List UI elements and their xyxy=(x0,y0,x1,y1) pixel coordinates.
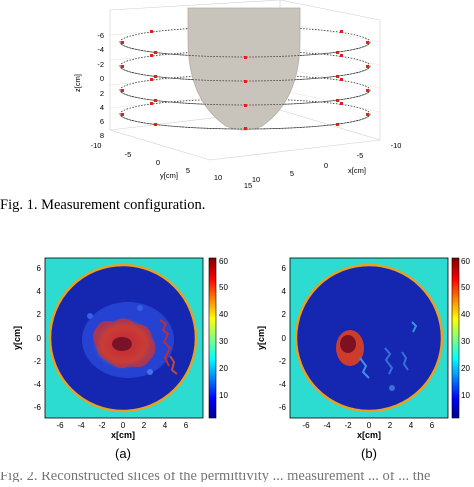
panel-b-x-ticks: -6 -4 -2 0 2 4 6 xyxy=(302,421,434,430)
svg-text:-4: -4 xyxy=(279,380,287,389)
svg-text:-4: -4 xyxy=(77,421,85,430)
z-tick: 0 xyxy=(100,74,104,83)
svg-text:-10: -10 xyxy=(91,141,102,150)
panel-b-x-label: x[cm] xyxy=(357,430,381,440)
panel-a-colorbar xyxy=(208,257,217,419)
svg-text:6: 6 xyxy=(282,264,287,273)
x-axis-label: x[cm] xyxy=(348,166,366,175)
svg-text:2: 2 xyxy=(142,421,147,430)
figure-1: -6 -4 -2 0 2 4 6 8 z[cm] -10 -5 0 5 10 1… xyxy=(0,0,474,200)
figure-2-caption-clip: Fig. 2. Reconstructed slices of the perm… xyxy=(0,472,474,482)
panel-b-colorbar-ticks: 60 50 40 30 20 10 xyxy=(461,257,470,400)
panel-a-speckle xyxy=(82,302,178,378)
svg-text:-2: -2 xyxy=(98,421,106,430)
svg-text:-6: -6 xyxy=(279,403,287,412)
x-axis-ticks: 10 5 0 -5 -10 xyxy=(252,141,402,184)
svg-text:0: 0 xyxy=(324,161,328,170)
figure-2-plots: 6 4 2 0 -2 -4 -6 y[cm] -6 -4 -2 0 2 4 6 … xyxy=(12,257,470,461)
svg-text:-5: -5 xyxy=(357,151,364,160)
panel-b-speckle xyxy=(336,321,418,391)
z-tick: -2 xyxy=(97,60,104,69)
svg-text:20: 20 xyxy=(461,364,470,373)
figure-2-caption: Fig. 2. Reconstructed slices of the perm… xyxy=(0,472,431,482)
figure-1-caption: Fig. 1. Measurement configuration. xyxy=(0,197,206,213)
svg-text:0: 0 xyxy=(282,334,287,343)
svg-text:15: 15 xyxy=(244,181,252,190)
svg-text:0: 0 xyxy=(156,158,160,167)
panel-b-y-label: y[cm] xyxy=(256,326,266,350)
panel-b-disk xyxy=(294,263,444,413)
panel-b-sublabel: (b) xyxy=(361,446,377,461)
svg-text:10: 10 xyxy=(252,175,260,184)
svg-text:40: 40 xyxy=(219,310,228,319)
svg-text:-6: -6 xyxy=(34,403,42,412)
svg-text:6: 6 xyxy=(430,421,435,430)
svg-text:5: 5 xyxy=(290,169,294,178)
panel-a-x-ticks: -6 -4 -2 0 2 4 6 xyxy=(56,421,188,430)
y-axis-ticks: -10 -5 0 5 10 15 xyxy=(91,141,253,190)
panel-a-y-ticks: 6 4 2 0 -2 -4 -6 xyxy=(34,264,42,412)
panel-b: 6 4 2 0 -2 -4 -6 y[cm] -6 -4 -2 0 2 4 6 … xyxy=(256,257,470,440)
panel-b-y-ticks: 6 4 2 0 -2 -4 -6 xyxy=(279,264,287,412)
panel-b-colorbar xyxy=(451,257,460,419)
y-axis-label: y[cm] xyxy=(160,171,178,180)
antenna-rings-front xyxy=(119,41,371,130)
svg-text:50: 50 xyxy=(219,283,228,292)
figure-2: 6 4 2 0 -2 -4 -6 y[cm] -6 -4 -2 0 2 4 6 … xyxy=(0,248,474,482)
svg-text:60: 60 xyxy=(461,257,470,266)
z-axis-label: z[cm] xyxy=(73,74,82,92)
svg-text:-5: -5 xyxy=(125,150,132,159)
svg-text:0: 0 xyxy=(367,421,372,430)
svg-text:20: 20 xyxy=(219,364,228,373)
z-tick: 2 xyxy=(100,89,104,98)
panel-a-y-label: y[cm] xyxy=(12,326,22,350)
svg-text:-2: -2 xyxy=(344,421,352,430)
svg-text:-2: -2 xyxy=(279,357,287,366)
z-tick: -6 xyxy=(97,31,104,40)
svg-text:2: 2 xyxy=(282,310,287,319)
svg-text:30: 30 xyxy=(219,337,228,346)
panel-a: 6 4 2 0 -2 -4 -6 y[cm] -6 -4 -2 0 2 4 6 … xyxy=(12,257,228,440)
svg-text:10: 10 xyxy=(214,173,222,182)
svg-text:2: 2 xyxy=(37,310,42,319)
figure-1-plot: -6 -4 -2 0 2 4 6 8 z[cm] -10 -5 0 5 10 1… xyxy=(73,0,402,190)
z-tick: 8 xyxy=(100,131,104,140)
svg-text:-4: -4 xyxy=(34,380,42,389)
svg-text:-6: -6 xyxy=(56,421,64,430)
svg-text:-10: -10 xyxy=(391,141,402,150)
svg-text:0: 0 xyxy=(121,421,126,430)
svg-text:4: 4 xyxy=(409,421,414,430)
antenna-points xyxy=(121,30,369,130)
panel-a-colorbar-ticks: 60 50 40 30 20 10 xyxy=(219,257,228,400)
z-tick: 6 xyxy=(100,117,104,126)
svg-text:4: 4 xyxy=(37,287,42,296)
panel-a-x-label: x[cm] xyxy=(111,430,135,440)
svg-text:-2: -2 xyxy=(34,357,42,366)
svg-text:6: 6 xyxy=(37,264,42,273)
z-axis-ticks: -6 -4 -2 0 2 4 6 8 xyxy=(97,31,104,140)
svg-text:40: 40 xyxy=(461,310,470,319)
panel-a-sublabel: (a) xyxy=(115,446,131,461)
svg-text:5: 5 xyxy=(186,166,190,175)
svg-text:6: 6 xyxy=(184,421,189,430)
svg-text:4: 4 xyxy=(282,287,287,296)
svg-text:-4: -4 xyxy=(323,421,331,430)
svg-text:10: 10 xyxy=(461,391,470,400)
svg-text:4: 4 xyxy=(163,421,168,430)
svg-text:0: 0 xyxy=(37,334,42,343)
svg-text:-6: -6 xyxy=(302,421,310,430)
svg-text:60: 60 xyxy=(219,257,228,266)
svg-text:10: 10 xyxy=(219,391,228,400)
z-tick: -4 xyxy=(97,45,104,54)
breast-model-surface xyxy=(187,7,301,131)
z-tick: 4 xyxy=(100,103,104,112)
svg-text:50: 50 xyxy=(461,283,470,292)
svg-text:2: 2 xyxy=(388,421,393,430)
svg-text:30: 30 xyxy=(461,337,470,346)
